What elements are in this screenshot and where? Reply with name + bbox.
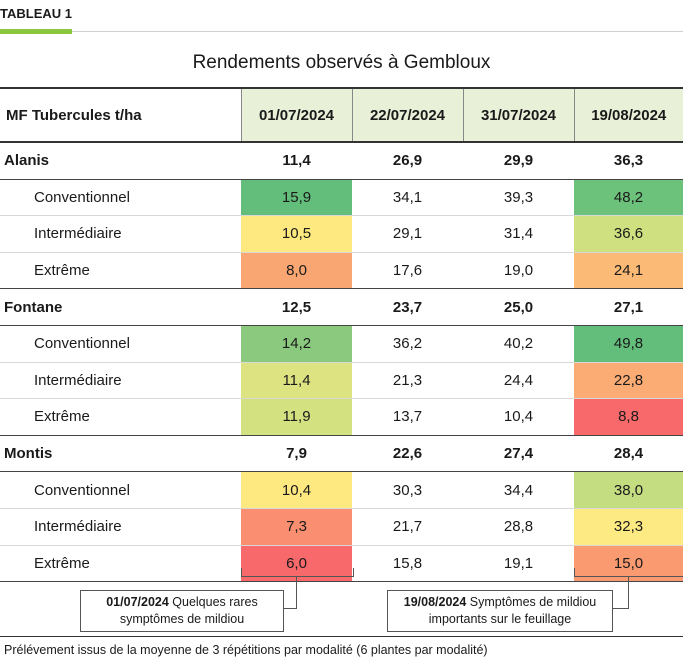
header-row: MF Tubercules t/ha 01/07/2024 22/07/2024… — [0, 87, 683, 143]
tag-divider — [72, 31, 683, 32]
variety-value: 29,9 — [463, 142, 574, 180]
note-left-date: 01/07/2024 — [106, 595, 169, 609]
variety-name: Montis — [0, 435, 241, 473]
modality-label: Conventionnel — [0, 179, 241, 217]
modality-value: 8,0 — [241, 252, 352, 290]
modality-label: Conventionnel — [0, 471, 241, 509]
modality-label: Intermédiaire — [0, 508, 241, 546]
modality-value: 15,9 — [241, 179, 352, 217]
modality-value: 8,8 — [574, 398, 683, 436]
right-connector — [628, 576, 629, 609]
variety-name: Alanis — [0, 142, 241, 180]
modality-value: 17,6 — [352, 252, 463, 290]
header-date: 19/08/2024 — [573, 87, 683, 143]
modality-value: 19,0 — [463, 252, 574, 290]
group-row: Fontane 12,5 23,7 25,0 27,1 — [0, 288, 683, 326]
modality-value: 36,2 — [352, 325, 463, 363]
modality-value: 49,8 — [574, 325, 683, 363]
modality-value: 11,9 — [241, 398, 352, 436]
variety-value: 22,6 — [352, 435, 463, 473]
note-left-text: Quelques rares symptômes de mildiou — [119, 595, 258, 626]
modality-row: Extrême 8,0 17,6 19,0 24,1 — [0, 252, 683, 290]
modality-value: 31,4 — [463, 215, 574, 253]
note-right-date: 19/08/2024 — [403, 595, 467, 609]
modality-label: Conventionnel — [0, 325, 241, 363]
group-row: Montis 7,9 22,6 27,4 28,4 — [0, 435, 683, 473]
modality-value: 21,3 — [352, 362, 463, 400]
modality-value: 29,1 — [352, 215, 463, 253]
variety-value: 25,0 — [463, 288, 574, 326]
header-date: 31/07/2024 — [462, 87, 574, 143]
modality-value: 28,8 — [463, 508, 574, 546]
variety-value: 11,4 — [241, 142, 352, 180]
modality-row: Intermédiaire 7,3 21,7 28,8 32,3 — [0, 508, 683, 546]
modality-value: 30,3 — [352, 471, 463, 509]
table-title: Rendements observés à Gembloux — [192, 52, 491, 73]
modality-value: 38,0 — [574, 471, 683, 509]
variety-value: 23,7 — [352, 288, 463, 326]
modality-value: 10,4 — [463, 398, 574, 436]
modality-label: Extrême — [0, 545, 241, 583]
header-label: MF Tubercules t/ha — [0, 87, 241, 143]
variety-value: 36,3 — [574, 142, 683, 180]
modality-row: Conventionnel 15,9 34,1 39,3 48,2 — [0, 179, 683, 217]
modality-label: Extrême — [0, 398, 241, 436]
note-right-text: Symptômes de mildiou importants sur le f… — [428, 595, 597, 626]
modality-value: 10,4 — [241, 471, 352, 509]
variety-value: 27,4 — [463, 435, 574, 473]
left-connector — [296, 576, 297, 609]
variety-value: 27,1 — [574, 288, 683, 326]
modality-value: 13,7 — [352, 398, 463, 436]
left-bracket — [241, 568, 354, 577]
table-tag: TABLEAU 1 — [0, 6, 72, 21]
modality-row: Extrême 11,9 13,7 10,4 8,8 — [0, 398, 683, 436]
modality-value: 40,2 — [463, 325, 574, 363]
variety-value: 12,5 — [241, 288, 352, 326]
modality-row: Intermédiaire 11,4 21,3 24,4 22,8 — [0, 362, 683, 400]
group-row: Alanis 11,4 26,9 29,9 36,3 — [0, 142, 683, 180]
note-left: 01/07/2024 Quelques rares symptômes de m… — [80, 590, 284, 632]
modality-value: 24,4 — [463, 362, 574, 400]
modality-value: 7,3 — [241, 508, 352, 546]
modality-value: 22,8 — [574, 362, 683, 400]
variety-name: Fontane — [0, 288, 241, 326]
tag-accent-bar — [0, 29, 72, 34]
modality-value: 11,4 — [241, 362, 352, 400]
footer-note: Prélévement issus de la moyenne de 3 rép… — [4, 643, 488, 657]
modality-value: 10,5 — [241, 215, 352, 253]
modality-label: Intermédiaire — [0, 362, 241, 400]
modality-value: 36,6 — [574, 215, 683, 253]
header-date: 22/07/2024 — [351, 87, 463, 143]
modality-value: 21,7 — [352, 508, 463, 546]
modality-row: Conventionnel 14,2 36,2 40,2 49,8 — [0, 325, 683, 363]
modality-value: 14,2 — [241, 325, 352, 363]
table-body: Alanis 11,4 26,9 29,9 36,3 Conventionnel 15,9 3… — [0, 142, 683, 583]
note-right: 19/08/2024 Symptômes de mildiou importan… — [387, 590, 613, 632]
modality-row: Conventionnel 10,4 30,3 34,4 38,0 — [0, 471, 683, 509]
modality-value: 34,1 — [352, 179, 463, 217]
modality-row: Extrême 6,0 15,8 19,1 15,0 — [0, 545, 683, 583]
footer-divider — [0, 636, 683, 637]
yield-table: MF Tubercules t/ha 01/07/2024 22/07/2024… — [0, 87, 683, 583]
variety-value: 28,4 — [574, 435, 683, 473]
header-date: 01/07/2024 — [240, 87, 352, 143]
modality-value: 39,3 — [463, 179, 574, 217]
modality-value: 32,3 — [574, 508, 683, 546]
modality-value: 48,2 — [574, 179, 683, 217]
modality-row: Intermédiaire 10,5 29,1 31,4 36,6 — [0, 215, 683, 253]
right-connector-foot — [612, 608, 628, 609]
modality-label: Extrême — [0, 252, 241, 290]
variety-value: 26,9 — [352, 142, 463, 180]
modality-value: 15,8 — [352, 545, 463, 583]
variety-value: 7,9 — [241, 435, 352, 473]
modality-label: Intermédiaire — [0, 215, 241, 253]
modality-value: 24,1 — [574, 252, 683, 290]
modality-value: 34,4 — [463, 471, 574, 509]
modality-value: 19,1 — [463, 545, 574, 583]
left-connector-foot — [284, 608, 296, 609]
modality-value: 6,0 — [241, 545, 352, 583]
